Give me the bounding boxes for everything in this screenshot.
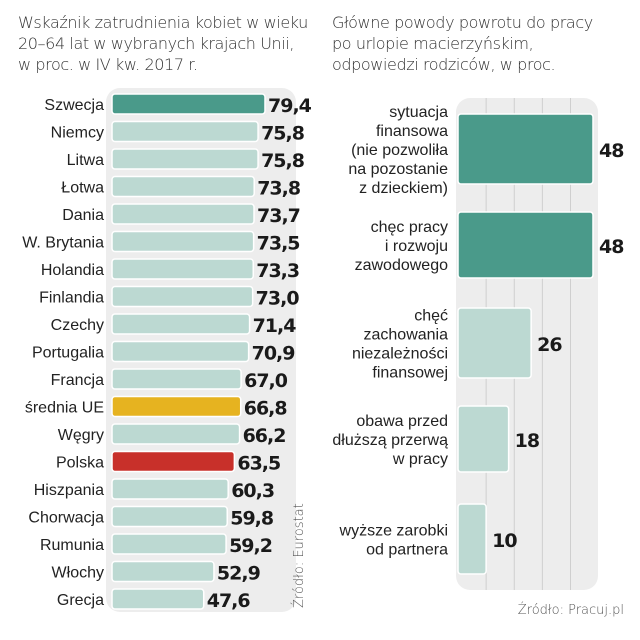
value-label: 10	[492, 530, 517, 552]
value-label: 75,8	[261, 150, 305, 172]
category-label: sytuacja finansowa (nie pozwoliła na pozost…	[348, 104, 448, 197]
value-label: 73,8	[257, 178, 301, 200]
value-label: 66,2	[243, 425, 286, 447]
category-label: Czechy	[51, 317, 104, 334]
value-label: 70,9	[252, 343, 295, 365]
category-label: Portugalia	[32, 345, 104, 362]
value-label: 63,5	[237, 453, 280, 475]
value-label: 71,4	[253, 315, 297, 337]
category-label: Rumunia	[40, 537, 104, 554]
category-label: chęć zachowania niezależności finansowej	[352, 308, 448, 382]
value-label: 47,6	[207, 590, 251, 612]
bar-15	[111, 478, 229, 500]
value-label: 73,7	[257, 205, 300, 227]
bar-16	[111, 505, 228, 528]
left-chart: Szwecja 79,4 Niemcy 75,8 Litwa 75,8 Łotwa 73,8 D…	[22, 88, 313, 612]
category-label: Dania	[62, 207, 104, 224]
bar-7	[111, 258, 254, 280]
bar-4	[111, 175, 255, 198]
bar-1	[457, 113, 594, 185]
bar-19	[111, 588, 205, 610]
value-label: 60,3	[231, 480, 274, 502]
value-label: 73,0	[256, 288, 300, 310]
value-label: 59,8	[230, 508, 274, 530]
value-label: 18	[515, 430, 540, 452]
value-label: 59,2	[229, 535, 272, 557]
category-label: Litwa	[67, 152, 104, 169]
category-label: Francja	[51, 372, 104, 389]
category-label: Niemcy	[51, 125, 104, 142]
bar-2	[457, 211, 594, 279]
left-chart-title: Wskaźnik zatrudnienia kobiet w wieku 20–…	[18, 13, 308, 74]
category-label: W. Brytania	[22, 235, 104, 252]
bar-2	[111, 120, 259, 143]
bar-3	[457, 307, 532, 379]
category-label: średnia UE	[25, 400, 104, 417]
bar-12	[111, 395, 242, 418]
bar-18	[111, 560, 215, 583]
category-label: Węgry	[58, 427, 104, 444]
value-label: 26	[537, 334, 562, 356]
category-label: Łotwa	[61, 180, 104, 197]
bar-6	[111, 230, 255, 253]
bar-5	[111, 203, 255, 225]
category-label: Polska	[56, 455, 104, 472]
value-label: 73,3	[256, 260, 299, 282]
bar-4	[457, 405, 510, 473]
bar-11	[111, 368, 242, 390]
category-label: obawa przed dłuższą przerwą w pracy	[332, 413, 448, 468]
bar-10	[111, 340, 250, 363]
bar-5	[457, 503, 487, 575]
bar-13	[111, 423, 241, 445]
right-source-note: Źródło: Pracuj.pl	[518, 602, 624, 618]
category-label: Finlandia	[39, 290, 104, 307]
value-label: 48	[599, 140, 624, 162]
value-label: 67,0	[244, 370, 288, 392]
value-label: 48	[599, 236, 624, 258]
right-chart: sytuacja finansowa (nie pozwoliła na pozost…	[332, 98, 625, 618]
value-label: 52,9	[217, 563, 260, 585]
bar-1	[111, 93, 266, 115]
value-label: 66,8	[244, 398, 288, 420]
category-label: Holandia	[41, 262, 104, 279]
bar-17	[111, 533, 227, 555]
category-label: Włochy	[52, 565, 104, 582]
category-label: chęc pracy i rozwoju zawodowego	[355, 219, 449, 274]
bar-14	[111, 450, 236, 473]
value-label: 73,5	[257, 233, 300, 255]
category-label: wyższe zarobki od partnera	[339, 523, 449, 559]
bar-9	[111, 313, 251, 335]
bar-3	[111, 148, 259, 170]
value-label: 75,8	[261, 123, 305, 145]
category-label: Chorwacja	[28, 510, 104, 527]
bar-8	[111, 285, 254, 308]
right-chart-title: Główne powody powrotu do pracy po urlopi…	[332, 13, 593, 74]
category-label: Grecja	[57, 592, 104, 609]
category-label: Hiszpania	[34, 482, 104, 499]
category-label: Szwecja	[44, 97, 104, 114]
left-source-note: Źródło: Eurostat	[291, 503, 307, 608]
value-label: 79,4	[268, 95, 312, 117]
